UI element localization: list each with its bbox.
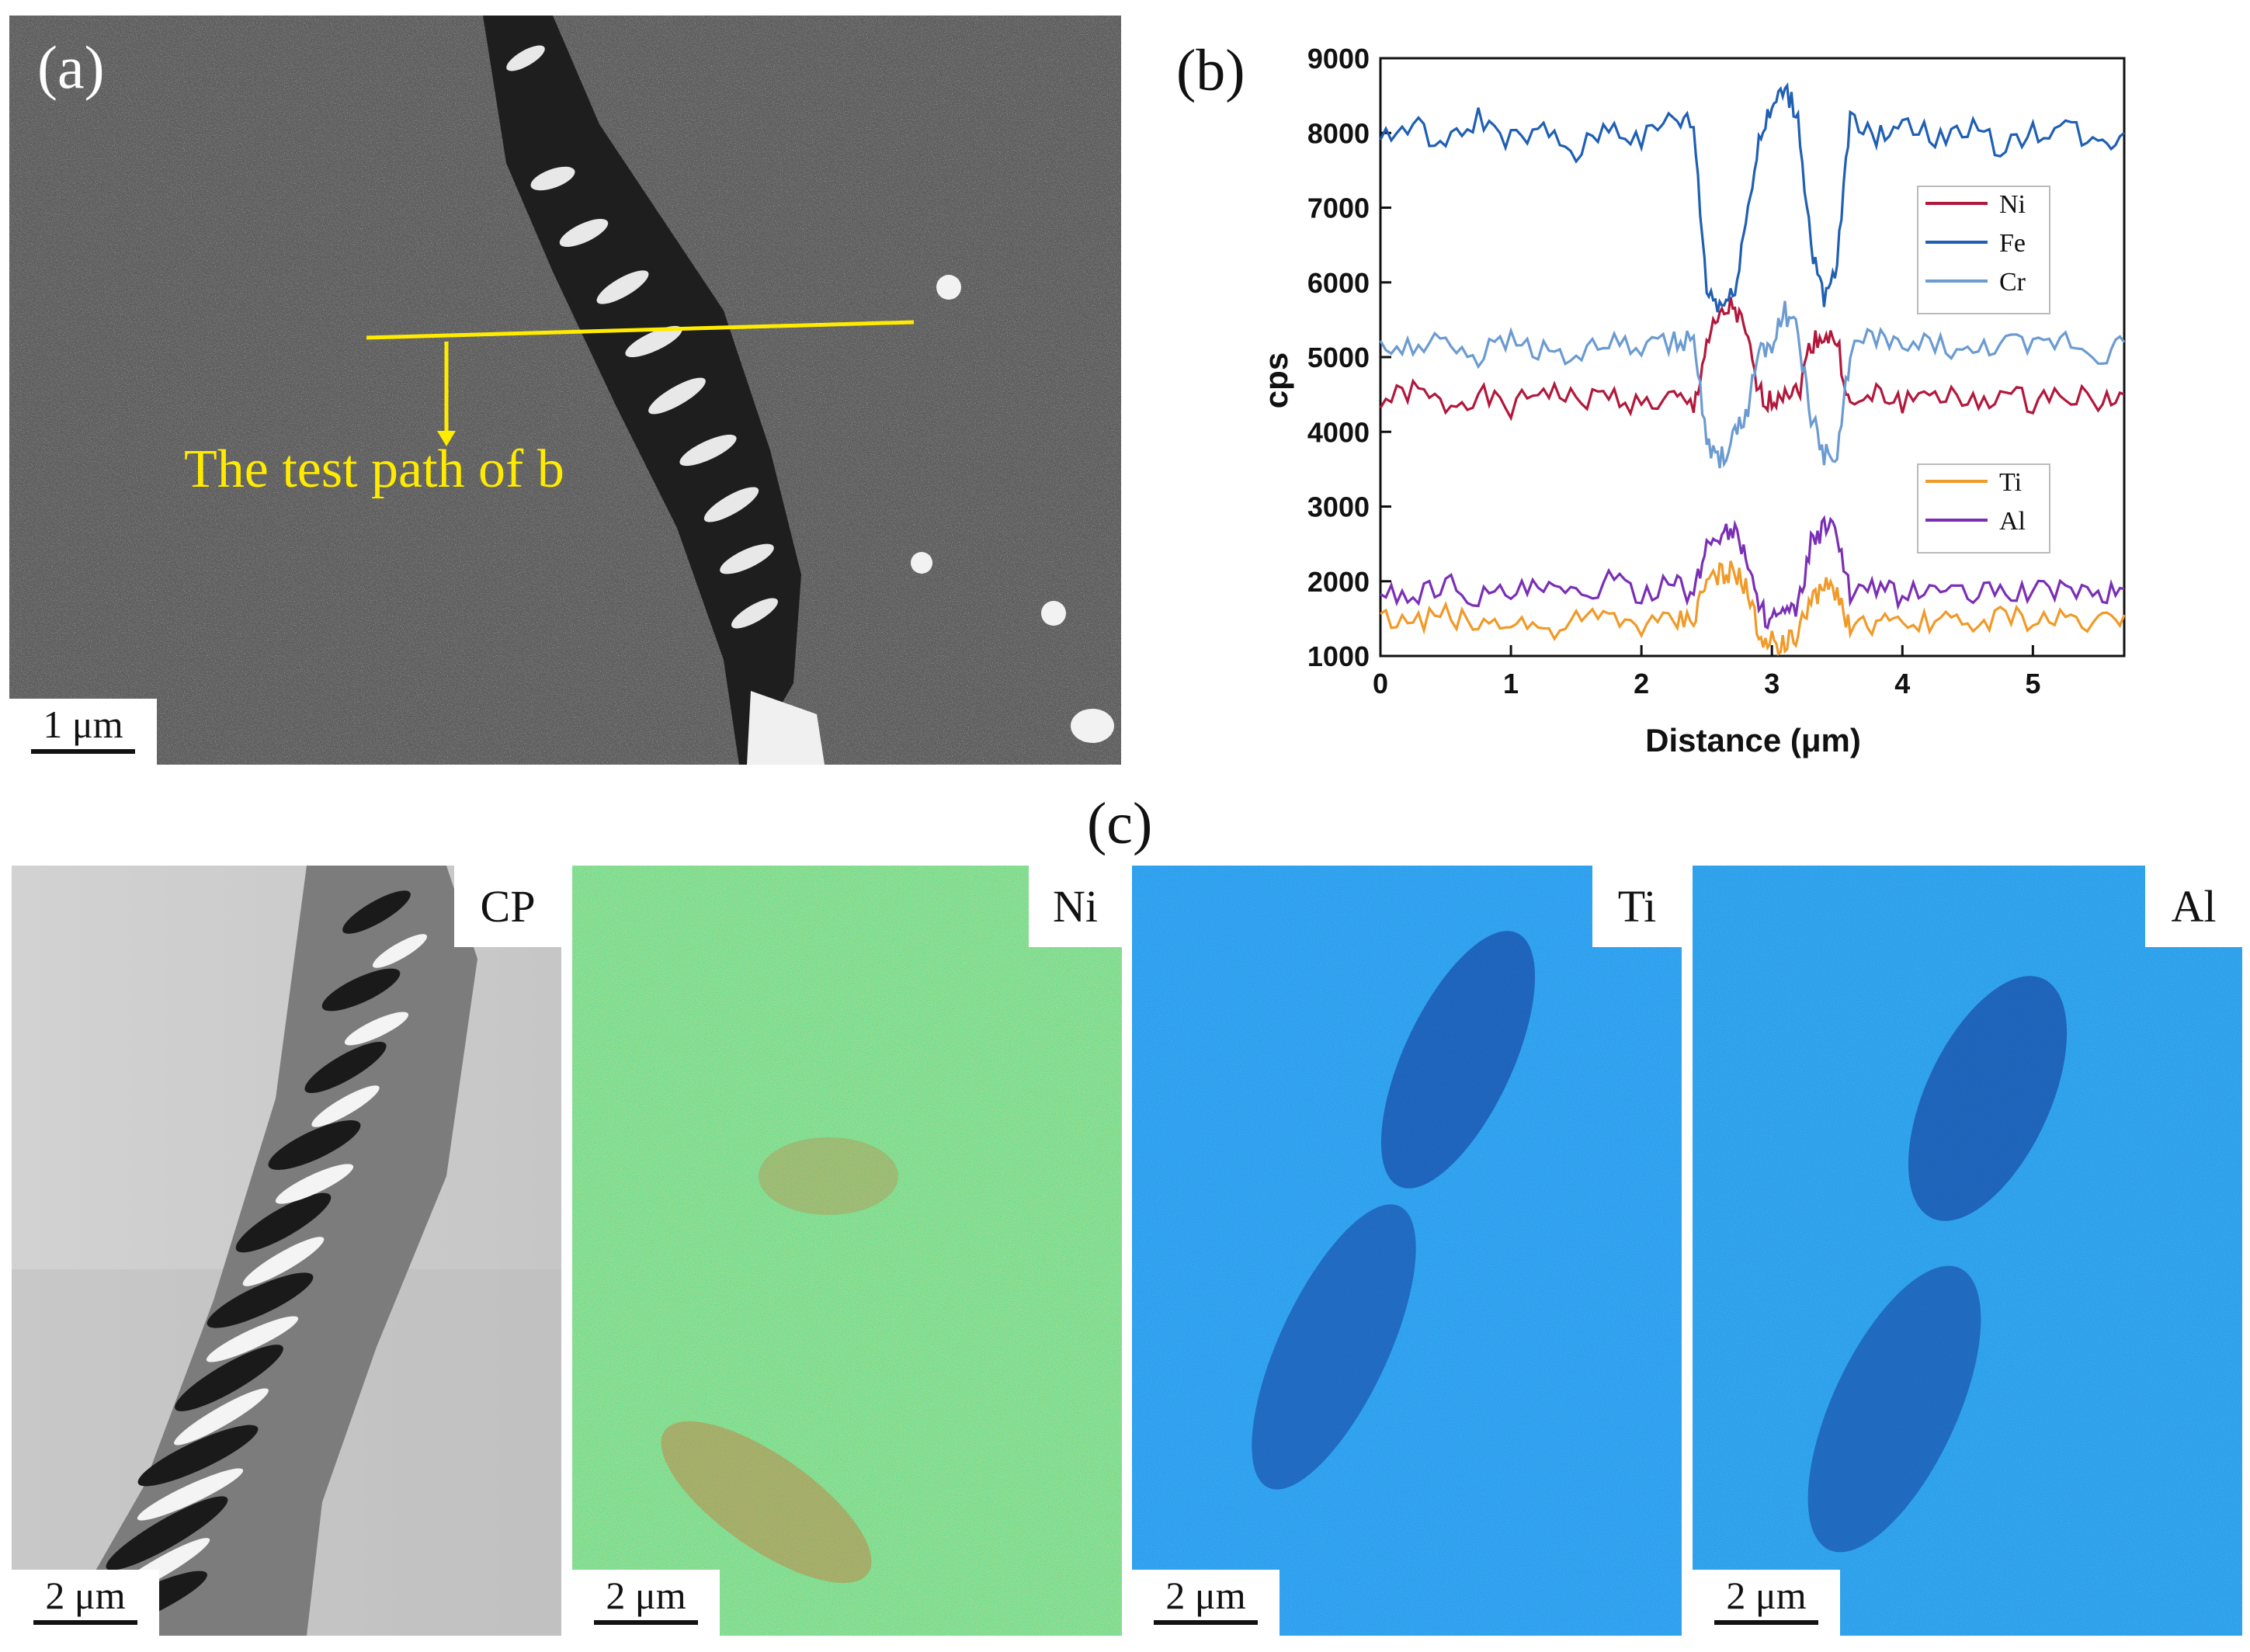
y-tick-label: 3000 bbox=[1307, 491, 1370, 523]
x-tick-label: 3 bbox=[1764, 668, 1780, 699]
y-tick-label: 5000 bbox=[1307, 342, 1370, 373]
scale-bar-label: 2 μm bbox=[1165, 1574, 1246, 1617]
sem-image bbox=[9, 16, 1121, 765]
scale-bar-ti: 2 μm bbox=[1132, 1570, 1280, 1636]
x-tick-label: 2 bbox=[1634, 668, 1649, 699]
legend-label: Cr bbox=[1999, 268, 2026, 297]
panel-a-label: (a) bbox=[37, 33, 105, 101]
test-path-line bbox=[366, 320, 915, 340]
legend-box bbox=[1917, 463, 2050, 554]
y-tick-label: 1000 bbox=[1307, 640, 1370, 672]
scale-bar-label: 2 μm bbox=[45, 1574, 126, 1617]
map-ti: Ti 2 μm bbox=[1132, 866, 1682, 1636]
scale-bar-cp: 2 μm bbox=[12, 1570, 159, 1636]
y-tick-label: 2000 bbox=[1307, 566, 1370, 598]
grain-boundary bbox=[483, 16, 801, 765]
x-tick-label: 5 bbox=[2025, 668, 2040, 699]
scale-bar-ni: 2 μm bbox=[572, 1570, 720, 1636]
scale-bar-label: 2 μm bbox=[606, 1574, 686, 1617]
series-line-al bbox=[1380, 515, 2125, 630]
map-tag: Al bbox=[2145, 866, 2242, 947]
legend-label: Fe bbox=[1999, 229, 2026, 258]
legend-label: Al bbox=[1999, 507, 2026, 536]
panel-a: (a) The test path of b 1 μm bbox=[9, 16, 1121, 765]
map-tag: Ni bbox=[1029, 866, 1122, 947]
legend-box bbox=[1917, 186, 2050, 314]
y-tick-label: 7000 bbox=[1307, 193, 1370, 224]
map-tag: Ti bbox=[1592, 866, 1682, 947]
y-tick-label: 9000 bbox=[1307, 43, 1370, 75]
map-ni: Ni 2 μm bbox=[572, 866, 1122, 1636]
map-tag: CP bbox=[454, 866, 561, 947]
y-axis-label: cps bbox=[1258, 352, 1294, 408]
scale-bar-label: 2 μm bbox=[1726, 1574, 1807, 1617]
x-axis-label: Distance (μm) bbox=[1645, 722, 1861, 758]
series-line-ti bbox=[1380, 560, 2126, 657]
series-line-cr bbox=[1379, 300, 2126, 469]
y-tick-label: 4000 bbox=[1307, 416, 1370, 448]
scale-bar-al: 2 μm bbox=[1693, 1570, 1840, 1636]
y-tick-label: 6000 bbox=[1307, 267, 1370, 299]
precipitates bbox=[506, 45, 825, 765]
scale-bar-a: 1 μm bbox=[9, 699, 157, 765]
legend-label: Ni bbox=[1999, 190, 2026, 219]
x-tick-label: 0 bbox=[1373, 668, 1388, 699]
map-cp: CP 2 μm bbox=[12, 866, 561, 1636]
panel-c-label: (c) bbox=[1087, 791, 1153, 856]
scale-bar-label: 1 μm bbox=[43, 703, 123, 746]
series-line-ni bbox=[1379, 297, 2125, 422]
x-tick-label: 4 bbox=[1894, 668, 1910, 699]
series-line-fe bbox=[1379, 82, 2125, 313]
line-chart: 1000 2000 3000 4000 5000 6000 7000 8000 9000 0 1 2 3… bbox=[1258, 43, 2126, 758]
map-al: Al 2 μm bbox=[1693, 866, 2242, 1636]
panel-b-label: (b) bbox=[1176, 38, 1245, 103]
legend-label: Ti bbox=[1999, 468, 2022, 497]
x-tick-label: 1 bbox=[1503, 668, 1519, 699]
y-tick-label: 8000 bbox=[1307, 117, 1370, 149]
test-path-annotation: The test path of b bbox=[184, 439, 564, 499]
